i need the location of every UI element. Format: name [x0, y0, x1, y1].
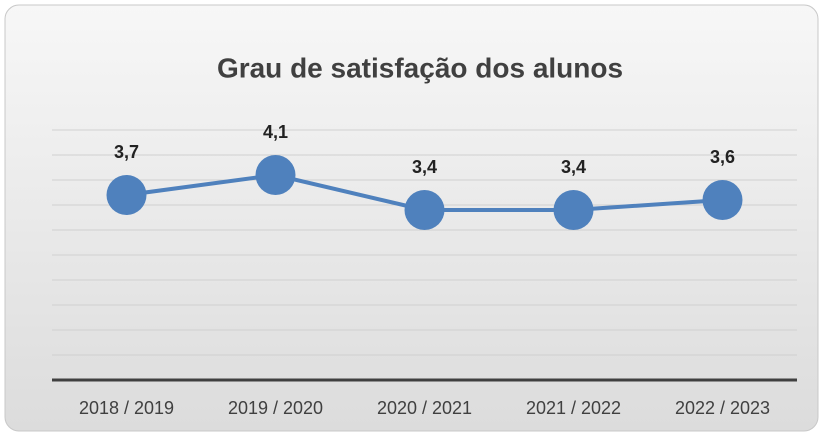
x-tick-label: 2022 / 2023 [675, 398, 770, 418]
chart-title: Grau de satisfação dos alunos [217, 52, 623, 83]
marker [106, 175, 147, 215]
x-tick-label: 2018 / 2019 [79, 398, 174, 418]
data-label: 3,4 [561, 157, 586, 177]
data-label: 3,4 [412, 157, 437, 177]
data-label: 3,6 [710, 147, 735, 167]
data-label: 4,1 [263, 122, 288, 142]
marker [404, 190, 445, 230]
x-tick-label: 2021 / 2022 [526, 398, 621, 418]
marker [553, 190, 594, 230]
marker [702, 180, 743, 220]
x-tick-label: 2019 / 2020 [228, 398, 323, 418]
data-label: 3,7 [114, 142, 139, 162]
x-tick-label: 2020 / 2021 [377, 398, 472, 418]
marker [255, 155, 296, 195]
